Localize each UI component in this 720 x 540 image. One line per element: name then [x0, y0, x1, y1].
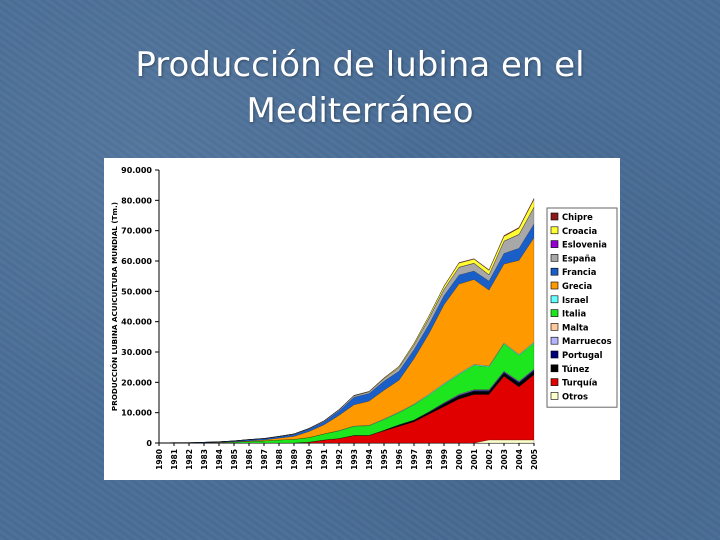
legend-label: Francia — [562, 267, 596, 277]
legend-swatch — [550, 295, 559, 304]
x-tick-label: 1990 — [305, 449, 314, 470]
slide-title: Producción de lubina en el Mediterráneo — [60, 42, 660, 134]
x-tick-label: 1980 — [155, 449, 164, 470]
legend-label: Otros — [562, 391, 588, 401]
legend-swatch — [550, 378, 559, 386]
legend-swatch — [550, 254, 559, 262]
legend-label: Italia — [562, 309, 586, 319]
x-tick-label: 1989 — [290, 449, 299, 470]
legend-swatch — [550, 350, 559, 359]
legend-label: Croacia — [562, 226, 597, 236]
y-tick-label: 50.000 — [121, 287, 152, 296]
x-tick-label: 1996 — [395, 449, 404, 470]
x-tick-label: 1985 — [230, 449, 239, 470]
x-tick-label: 1992 — [335, 449, 344, 470]
legend-swatch — [550, 392, 559, 400]
legend-label: Malta — [562, 322, 589, 332]
x-tick-label: 1994 — [365, 449, 374, 470]
legend-label: España — [562, 253, 596, 263]
x-tick-label: 1997 — [410, 449, 419, 470]
legend-label: Grecia — [562, 281, 592, 291]
area-chipre — [158, 198, 535, 444]
x-tick-label: 1995 — [380, 449, 389, 470]
legend-label: Turquía — [562, 378, 597, 388]
y-tick-label: 90.000 — [121, 166, 152, 175]
legend-label: Marruecos — [562, 336, 612, 346]
y-tick-label: 60.000 — [121, 257, 152, 266]
legend-swatch — [550, 323, 559, 331]
y-tick-label: 10.000 — [121, 409, 152, 418]
x-tick-label: 1993 — [350, 449, 359, 470]
y-tick-label: 70.000 — [121, 227, 152, 236]
legend-swatch — [550, 281, 559, 290]
chart-panel: 0 10.000 20.000 30.000 40.000 50.000 60.000 70.… — [104, 158, 620, 480]
x-tick-label: 2000 — [455, 449, 464, 470]
slide-title-line1: Producción de lubina en el — [135, 45, 585, 85]
x-tick-label: 1986 — [245, 449, 254, 470]
y-tick-label: 30.000 — [121, 348, 152, 357]
legend-label: Chipre — [562, 212, 593, 222]
legend-swatch — [550, 267, 559, 276]
y-tick-label: 80.000 — [121, 196, 152, 205]
legend-label: Túnez — [562, 364, 589, 374]
stacked-area-chart: 0 10.000 20.000 30.000 40.000 50.000 60.000 70.… — [110, 166, 618, 470]
legend-label: Israel — [562, 295, 589, 305]
y-axis-title: PRODUCCIÓN LUBINA ACUICULTURA MUNDIAL (T… — [110, 202, 119, 411]
x-tick-label: 2003 — [500, 449, 509, 470]
x-tick-label: 1984 — [215, 449, 224, 470]
x-tick-label: 2001 — [470, 449, 479, 470]
x-tick-label: 1981 — [170, 449, 179, 470]
legend-swatch — [550, 212, 559, 221]
y-tick-label: 0 — [146, 439, 152, 448]
x-tick-label: 1988 — [275, 449, 284, 470]
x-tick-label: 2005 — [530, 449, 539, 470]
legend-label: Eslovenia — [562, 240, 607, 250]
x-tick-label: 1982 — [185, 449, 194, 470]
legend-box — [546, 207, 618, 408]
x-tick-label: 2002 — [485, 449, 494, 470]
x-tick-label: 1987 — [260, 449, 269, 470]
legend-swatch — [550, 336, 559, 345]
x-tick-label: 2004 — [515, 449, 524, 470]
x-tick-label: 1999 — [440, 449, 449, 470]
slide-title-line2: Mediterráneo — [246, 91, 474, 131]
legend-swatch — [550, 364, 559, 373]
legend-swatch — [550, 240, 559, 248]
legend-swatch — [550, 226, 559, 235]
y-tick-label: 20.000 — [121, 378, 152, 387]
legend-swatch — [550, 309, 559, 317]
x-tick-label: 1983 — [200, 449, 209, 470]
y-tick-label: 40.000 — [121, 318, 152, 327]
legend-label: Portugal — [562, 350, 603, 360]
x-tick-label: 1998 — [425, 449, 434, 470]
x-tick-label: 1991 — [320, 449, 329, 470]
